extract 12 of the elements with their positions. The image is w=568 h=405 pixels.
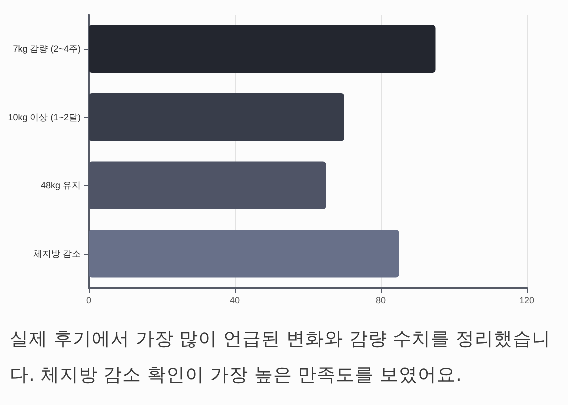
text: 실제 후기에서 가장 많이 언급된 변화와 감량 수치를 정리했습니다. 체지방 감소 확인이 가장 높은 만족도를 보였어요. [10, 328, 552, 388]
bar [89, 230, 400, 278]
bar [89, 25, 436, 74]
x-tick-label: 0 [86, 296, 92, 306]
bar [89, 93, 344, 142]
y-tick-label: 체지방 감소 [33, 248, 81, 259]
x-tick-label: 80 [376, 296, 386, 306]
x-tick-label: 40 [230, 296, 240, 306]
y-tick-label: 48kg 유지 [40, 180, 81, 191]
x-tick-label: 120 [519, 296, 535, 306]
y-tick-label: 10kg 이상 (1~2달) [8, 112, 81, 122]
y-tick-label: 7kg 감량 (2~4주) [13, 44, 81, 54]
